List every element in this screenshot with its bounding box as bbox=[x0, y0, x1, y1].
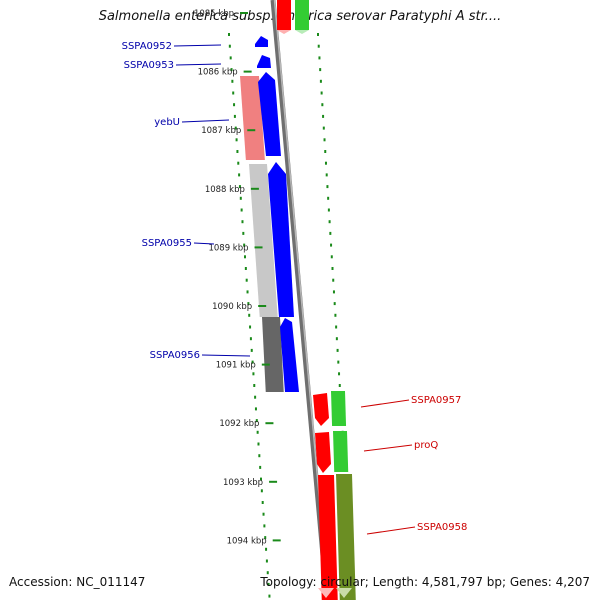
gene-label: SSPA0952 bbox=[122, 41, 172, 52]
gene-label-leader bbox=[193, 242, 215, 245]
kbp-tick-label: 1094 kbp bbox=[227, 536, 267, 546]
gene-label: SSPA0957 bbox=[411, 395, 461, 406]
kbp-tick-label: 1092 kbp bbox=[219, 419, 259, 429]
gene-arrow-sspa0953 bbox=[257, 55, 271, 68]
gene-label: yebU bbox=[154, 117, 180, 128]
kbp-tick-label: 1089 kbp bbox=[208, 243, 248, 253]
bottom-red-tip bbox=[318, 588, 334, 598]
cds-green-proq bbox=[333, 431, 349, 472]
gene-label: SSPA0958 bbox=[417, 522, 467, 533]
gene-label-leader bbox=[201, 354, 251, 357]
gene-label: SSPA0955 bbox=[142, 238, 192, 249]
gene-label: proQ bbox=[414, 440, 438, 451]
kbp-tick-label: 1090 kbp bbox=[212, 302, 252, 312]
top-green-feature bbox=[295, 0, 309, 30]
top-green-arrow bbox=[295, 30, 309, 34]
kbp-tick-label: 1086 kbp bbox=[198, 68, 238, 78]
kbp-tick-label: 1087 kbp bbox=[201, 126, 241, 136]
bottom-olive-tip bbox=[336, 588, 352, 598]
gene-label: SSPA0956 bbox=[150, 350, 200, 361]
gene-arrow-sspa0952 bbox=[255, 36, 268, 47]
gene-label: SSPA0953 bbox=[124, 60, 174, 71]
gene-arrow-yebu bbox=[258, 72, 281, 156]
cds-olive-sspa0958 bbox=[336, 474, 356, 600]
backbone-line bbox=[270, 0, 330, 600]
gene-label-leader bbox=[181, 119, 230, 123]
gene-arrow-sspa0957 bbox=[313, 393, 329, 426]
cds-gray-sspa0955 bbox=[249, 164, 278, 317]
gene-arrow-proq bbox=[315, 432, 331, 473]
gene-label-leader bbox=[363, 444, 413, 452]
topology-text: Topology: circular; Length: 4,581,797 bp… bbox=[260, 575, 590, 589]
kbp-tick-label: 1091 kbp bbox=[216, 361, 256, 371]
kbp-tick-label: 1088 kbp bbox=[205, 185, 245, 195]
kbp-ruler: 1085 kbp 1086 kbp 1087 kbp 1088 kbp 1089 kbp… bbox=[194, 9, 281, 546]
gene-label-leader bbox=[175, 63, 222, 66]
accession-text: Accession: NC_011147 bbox=[9, 575, 146, 589]
gene-arrow-sspa0955 bbox=[268, 162, 294, 317]
kbp-tick-label: 1093 kbp bbox=[223, 478, 263, 488]
top-red-feature bbox=[277, 0, 291, 30]
gene-labels: SSPA0952 SSPA0953 yebU SSPA0955 SSPA0956 SSPA… bbox=[122, 41, 467, 535]
gene-label-leader bbox=[366, 526, 416, 535]
cds-pink-yebu bbox=[240, 76, 265, 160]
gene-arrow-sspa0956 bbox=[280, 318, 299, 392]
cds-gray-sspa0956 bbox=[262, 317, 284, 392]
gene-label-leader bbox=[360, 399, 410, 408]
top-red-arrow bbox=[277, 30, 291, 34]
gene-label-leader bbox=[173, 44, 222, 47]
kbp-tick-label: 1085 kbp bbox=[194, 9, 234, 19]
feature-tracks bbox=[240, 0, 356, 600]
gene-arrow-sspa0958 bbox=[318, 475, 338, 600]
cds-green-sspa0957 bbox=[331, 391, 347, 426]
